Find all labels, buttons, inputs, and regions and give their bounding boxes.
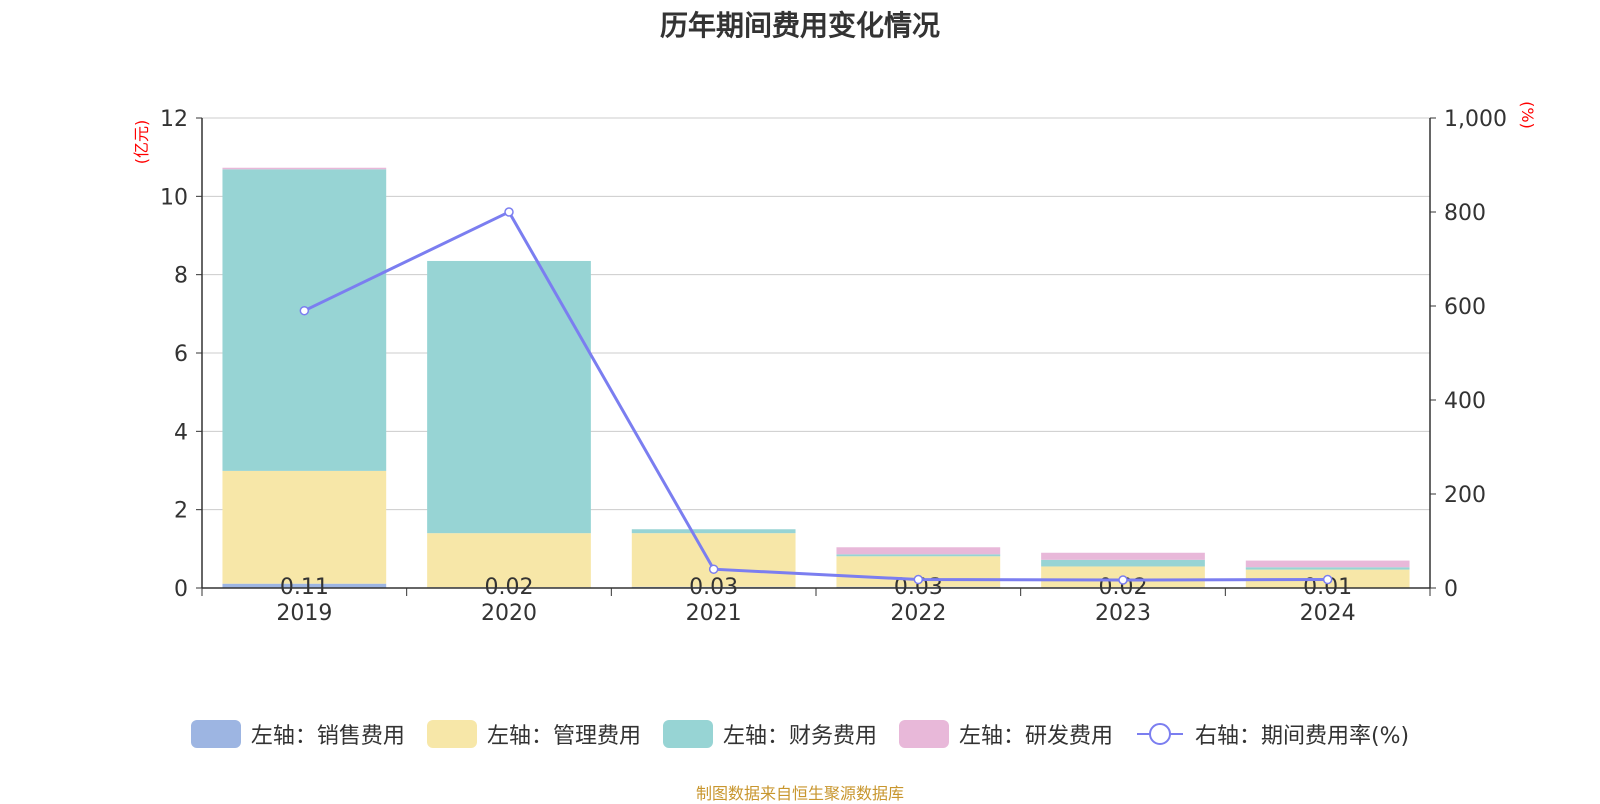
expense-rate-point	[1118, 575, 1128, 585]
legend-swatch	[190, 720, 241, 748]
bar	[1245, 560, 1410, 568]
expense-rate-point	[299, 305, 310, 316]
legend-label: 左轴：财务费用	[722, 724, 877, 749]
bar	[222, 167, 387, 170]
left-axis-tick-label: 12	[160, 107, 188, 132]
legend-item[interactable]: 左轴：销售费用	[190, 718, 405, 750]
legend-label: 右轴：期间费用率(%)	[1194, 724, 1410, 749]
bar	[1245, 567, 1410, 570]
footer-source: 制图数据来自恒生聚源数据库	[695, 784, 904, 803]
right-axis-tick-label: 0	[1444, 577, 1458, 602]
right-axis-tick-label: 800	[1444, 201, 1486, 226]
x-axis-tick-label: 2020	[481, 601, 537, 626]
legend-label: 左轴：销售费用	[250, 724, 405, 749]
bar	[836, 547, 1001, 555]
expense-rate-point	[1322, 574, 1333, 585]
x-axis-tick-label: 2022	[890, 601, 946, 626]
bar	[1041, 552, 1205, 560]
bar	[631, 533, 796, 587]
bar	[222, 169, 387, 471]
chart-title: 历年期间费用变化情况	[659, 9, 940, 42]
chart-plot: 0.110.020.030.030.020.01 024681012020040…	[132, 101, 1537, 626]
x-axis-tick-label: 2021	[686, 601, 742, 626]
legend-swatch	[662, 720, 713, 748]
left-axis-tick-label: 2	[174, 499, 188, 524]
legend-item[interactable]: 左轴：管理费用	[426, 718, 641, 750]
bar	[631, 529, 796, 534]
expense-rate-point	[708, 564, 719, 574]
left-axis-tick-label: 6	[174, 342, 188, 367]
legend-item[interactable]: 左轴：财务费用	[662, 718, 877, 750]
grid-lines	[202, 117, 1430, 511]
bar	[427, 260, 591, 534]
legend-label: 左轴：管理费用	[486, 724, 641, 749]
legend-swatch	[426, 720, 477, 748]
legend-label: 左轴：研发费用	[958, 724, 1113, 749]
left-axis-unit: (亿元)	[132, 120, 151, 165]
expense-rate-point	[504, 207, 514, 217]
legend: 左轴：销售费用 左轴：管理费用 左轴：财务费用 左轴：研发费用 右轴：期间费用率(%)	[0, 718, 1600, 750]
axes: 0 2 4 6 8 10 12 0 200 400 600 800 1,000 2019 2020 2021 2…	[132, 101, 1537, 626]
legend-swatch	[898, 720, 949, 748]
left-axis-tick-label: 8	[174, 264, 188, 289]
left-axis-tick-label: 0	[174, 577, 188, 602]
x-axis-tick-label: 2019	[276, 601, 332, 626]
right-axis-unit: (%)	[1518, 101, 1537, 129]
bar	[1041, 559, 1205, 567]
right-axis-tick-label: 1,000	[1444, 107, 1507, 132]
x-axis-tick-label: 2024	[1300, 601, 1356, 626]
bar	[222, 470, 387, 584]
bar-series	[222, 167, 1410, 589]
bar	[836, 554, 1001, 557]
legend-item[interactable]: 左轴：研发费用	[898, 718, 1113, 750]
expense-rate-line	[303, 210, 1328, 582]
legend-item[interactable]: 右轴：期间费用率(%)	[1135, 718, 1409, 750]
right-axis-tick-label: 600	[1444, 295, 1486, 320]
legend-line-marker-icon	[1136, 723, 1183, 745]
left-axis-tick-label: 4	[174, 420, 188, 445]
bar	[222, 583, 387, 588]
right-axis-tick-label: 400	[1444, 389, 1486, 414]
line-series	[299, 207, 1333, 585]
bar	[427, 533, 591, 588]
x-axis-tick-label: 2023	[1095, 601, 1151, 626]
left-axis-tick-label: 10	[160, 185, 188, 210]
right-axis-tick-label: 200	[1444, 483, 1486, 508]
expense-rate-point	[913, 574, 924, 585]
